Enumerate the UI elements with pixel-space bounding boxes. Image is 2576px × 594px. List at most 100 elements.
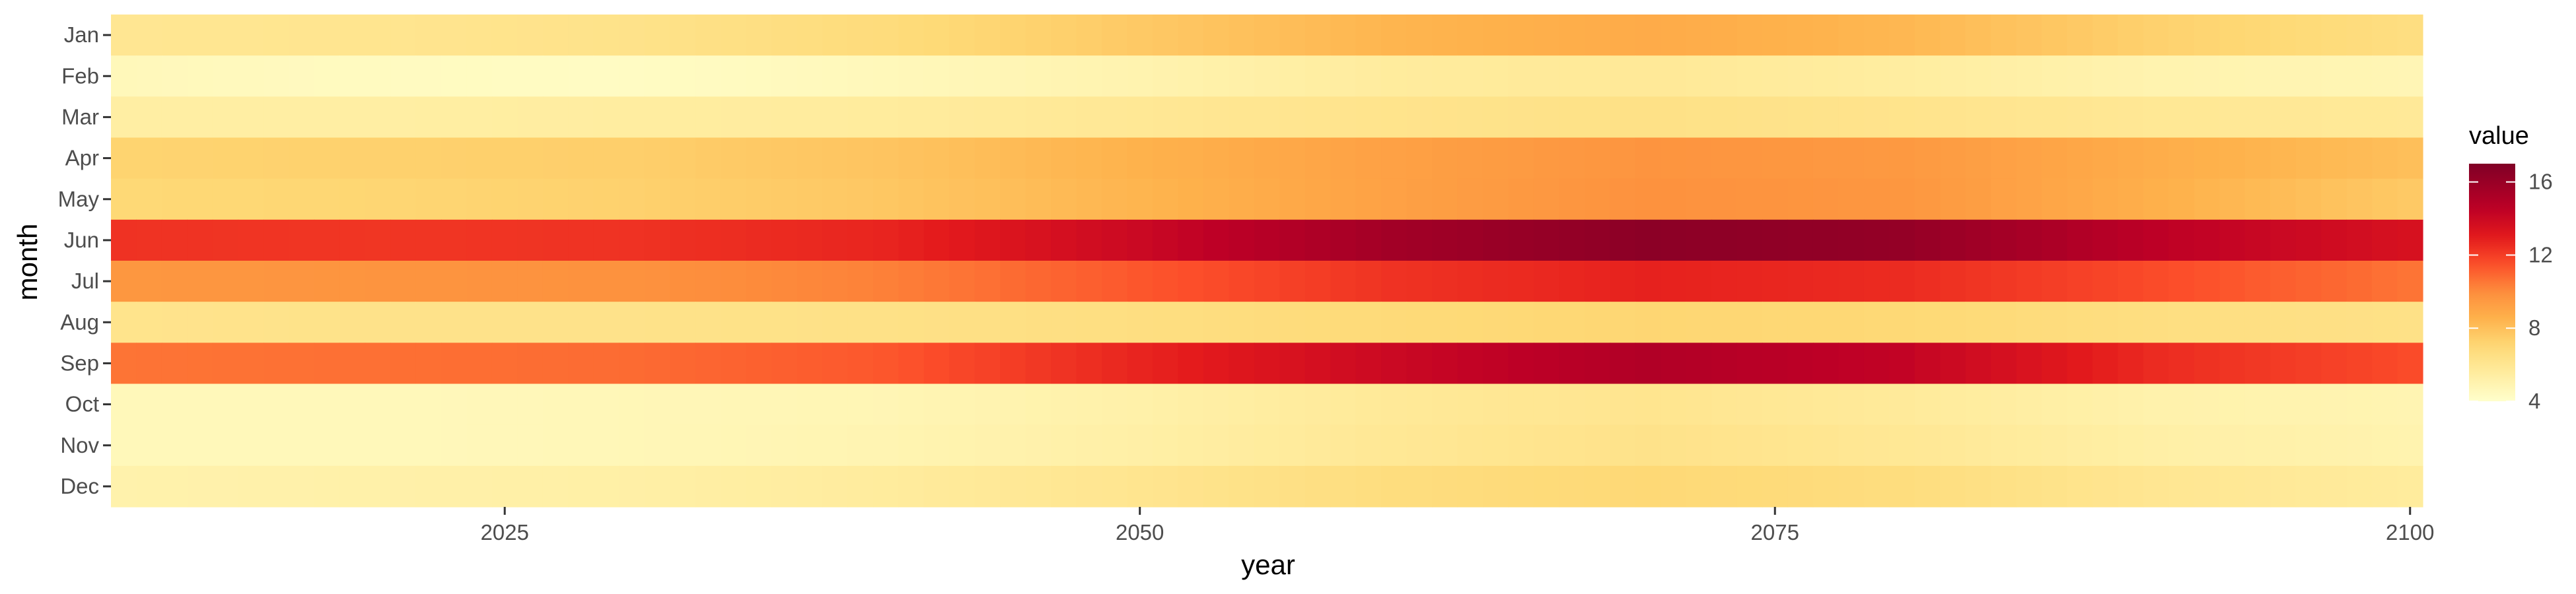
heatmap-cell [1457, 383, 1484, 426]
heatmap-cell [1178, 302, 1204, 343]
heatmap-cell [1940, 424, 1966, 467]
heatmap-cell [491, 302, 518, 343]
heatmap-cell [797, 383, 823, 426]
heatmap-cell [238, 383, 264, 426]
heatmap-cell [1940, 465, 1966, 508]
heatmap-cell [415, 55, 442, 97]
heatmap-cell [2321, 219, 2347, 261]
heatmap-cell [2244, 302, 2271, 343]
heatmap-cell [746, 261, 772, 302]
y-tick-label: Mar [61, 104, 99, 129]
heatmap-cell [644, 178, 670, 220]
heatmap-cell [1508, 178, 1534, 220]
heatmap-cell [1635, 178, 1661, 220]
heatmap-cell [466, 383, 493, 426]
heatmap-cell [2143, 424, 2169, 467]
heatmap-cell [1330, 55, 1357, 97]
heatmap-cell [1762, 424, 1789, 467]
heatmap-cell [797, 55, 823, 97]
y-tick-label: Oct [65, 392, 99, 416]
heatmap-cell [2016, 343, 2042, 385]
heatmap-cell [1330, 465, 1357, 508]
heatmap-cell [1432, 302, 1458, 343]
heatmap-cell [1889, 178, 1915, 220]
heatmap-cell [1152, 96, 1178, 139]
heatmap-cell [365, 383, 391, 426]
heatmap-cell [466, 261, 493, 302]
heatmap-cell [1610, 383, 1636, 426]
heatmap-cell [1584, 137, 1610, 180]
heatmap-cell [1178, 96, 1204, 139]
heatmap-cell [2118, 219, 2144, 261]
heatmap-cell [314, 424, 340, 467]
heatmap-cell [1838, 261, 1865, 302]
heatmap-cell [340, 55, 366, 97]
heatmap-cell [1127, 15, 1153, 56]
heatmap-cell [1610, 137, 1636, 180]
heatmap-cell [695, 302, 721, 343]
heatmap-cell [2067, 343, 2093, 385]
heatmap-row-jan [111, 15, 2423, 56]
heatmap-cell [2093, 383, 2119, 426]
heatmap-cell [187, 219, 213, 261]
heatmap-cell [1914, 302, 1941, 343]
heatmap-cell [1305, 465, 1331, 508]
heatmap-cell [491, 15, 518, 56]
heatmap-cell [1661, 137, 1687, 180]
heatmap-cell [1000, 137, 1026, 180]
heatmap-cell [974, 15, 1001, 56]
heatmap-cell [1533, 219, 1559, 261]
heatmap-cell [2372, 424, 2398, 467]
heatmap-cell [2321, 383, 2347, 426]
heatmap-cell [314, 96, 340, 139]
heatmap-cell [1000, 178, 1026, 220]
heatmap-cell [2016, 383, 2042, 426]
heatmap-cell [263, 261, 289, 302]
heatmap-cell [1863, 302, 1890, 343]
heatmap-cell [2346, 383, 2373, 426]
heatmap-cell [1051, 137, 1077, 180]
heatmap-cell [797, 15, 823, 56]
heatmap-cell [1254, 302, 1280, 343]
heatmap-cell [212, 302, 238, 343]
heatmap-cell [1152, 261, 1178, 302]
heatmap-cell [136, 302, 162, 343]
heatmap-cell [2397, 96, 2423, 139]
heatmap-cell [441, 178, 468, 220]
heatmap-cell [238, 465, 264, 508]
heatmap-cell [415, 219, 442, 261]
heatmap-cell [1914, 15, 1941, 56]
heatmap-cell [1762, 137, 1789, 180]
heatmap-cell [2067, 96, 2093, 139]
heatmap-cell [1940, 261, 1966, 302]
heatmap-cell [771, 343, 798, 385]
heatmap-cell [212, 96, 238, 139]
heatmap-cell [187, 15, 213, 56]
heatmap-cell [1381, 465, 1408, 508]
heatmap-cell [1610, 96, 1636, 139]
heatmap-cell [2093, 137, 2119, 180]
heatmap-row-oct [111, 383, 2423, 426]
heatmap-cell [568, 424, 594, 467]
heatmap-cell [2346, 465, 2373, 508]
heatmap-cell [1102, 219, 1128, 261]
heatmap-cell [1330, 219, 1357, 261]
heatmap-cell [1812, 137, 1839, 180]
heatmap-cell [1889, 137, 1915, 180]
heatmap-cell [1127, 96, 1153, 139]
heatmap-cell [949, 137, 976, 180]
heatmap-cell [1457, 302, 1484, 343]
heatmap-cell [2067, 465, 2093, 508]
heatmap-cell [289, 302, 315, 343]
x-axis: 2025 2050 2075 2100 [480, 507, 2434, 544]
heatmap-cell [2244, 55, 2271, 97]
heatmap-cell [212, 343, 238, 385]
heatmap-cell [1661, 261, 1687, 302]
heatmap-cell [466, 178, 493, 220]
heatmap-cell [340, 15, 366, 56]
heatmap-cell [949, 383, 976, 426]
heatmap-cell [847, 96, 874, 139]
heatmap-cell [1203, 15, 1229, 56]
heatmap-cell [111, 302, 137, 343]
heatmap-cell [314, 465, 340, 508]
